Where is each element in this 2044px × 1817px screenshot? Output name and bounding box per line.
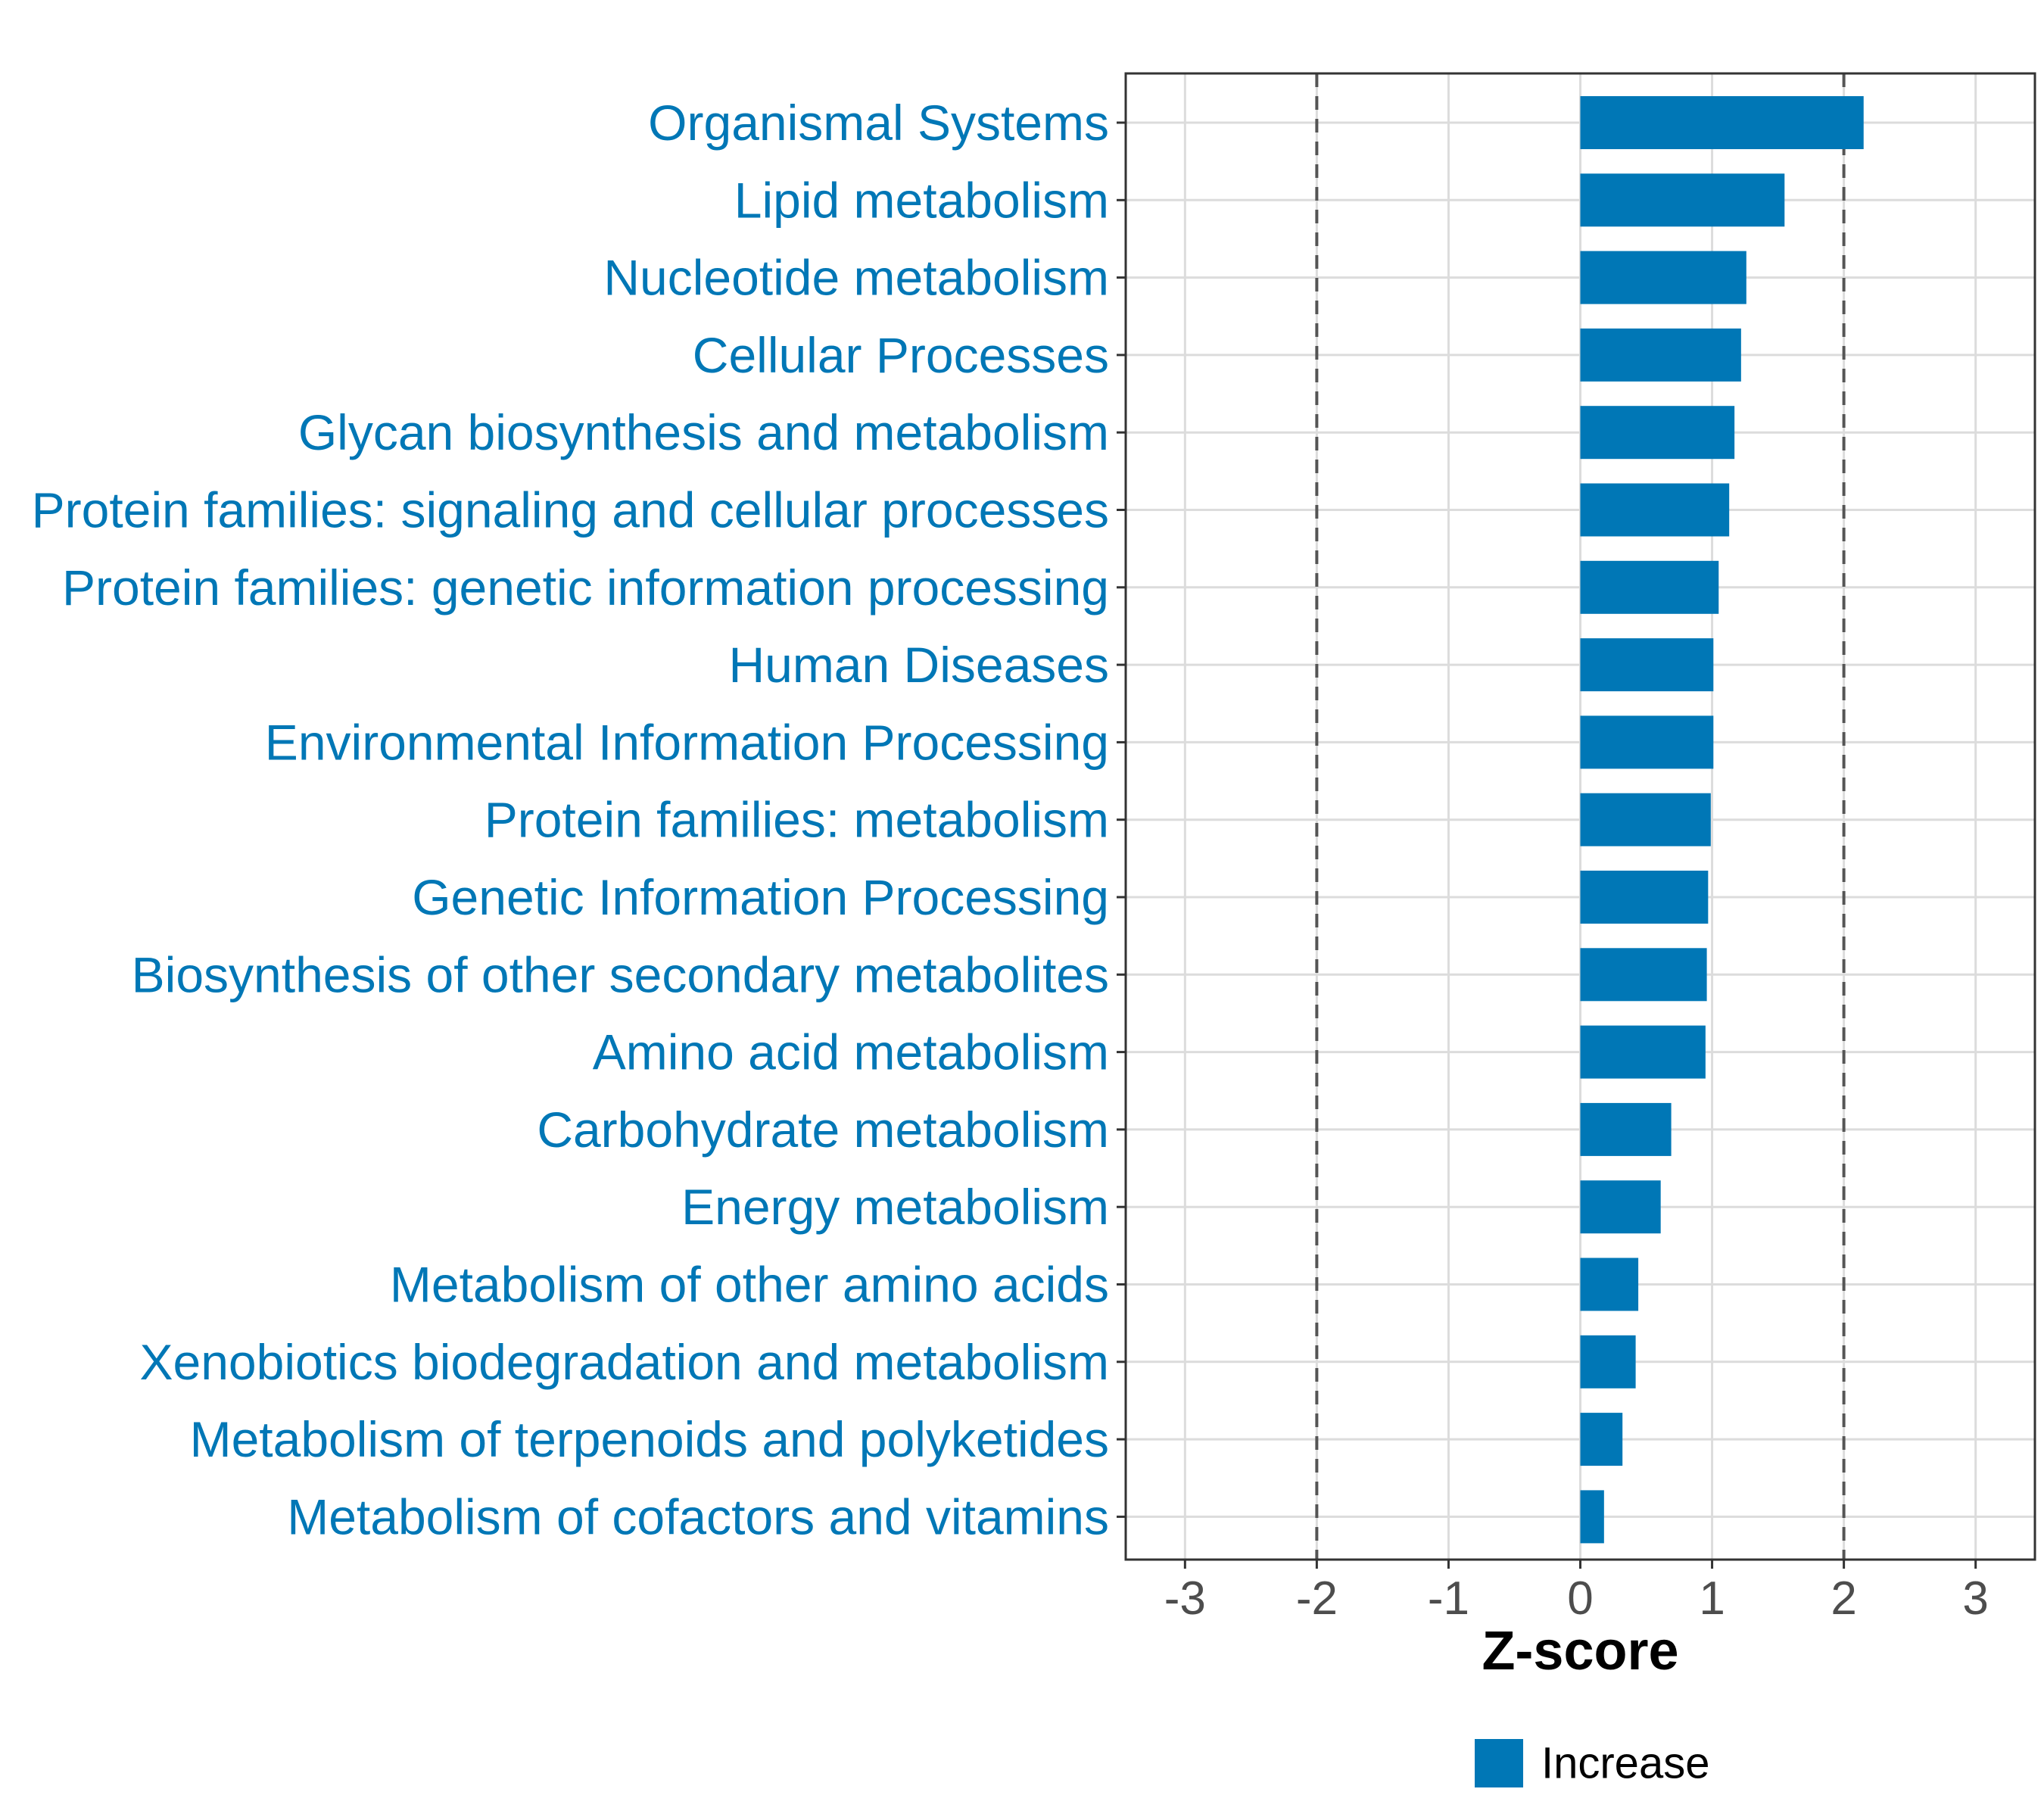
- bar-15: [1580, 1258, 1639, 1311]
- category-label-1: Lipid metabolism: [734, 172, 1109, 228]
- x-axis-tick-labels: -3 -2 -1 0 1 2 3: [1164, 1572, 1989, 1625]
- legend: Increase: [1475, 1739, 1709, 1788]
- x-tick-label-3: 0: [1567, 1572, 1593, 1625]
- bar-5: [1580, 483, 1730, 537]
- bar-1: [1580, 173, 1785, 227]
- category-label-8: Environmental Information Processing: [265, 714, 1109, 770]
- x-tick-label-4: 1: [1699, 1572, 1725, 1625]
- bar-10: [1580, 871, 1709, 924]
- category-label-5: Protein families: signaling and cellular…: [32, 482, 1109, 538]
- category-label-7: Human Diseases: [728, 637, 1109, 693]
- category-label-9: Protein families: metabolism: [485, 792, 1109, 848]
- x-tick-label-6: 3: [1962, 1572, 1988, 1625]
- category-label-17: Metabolism of terpenoids and polyketides: [190, 1411, 1109, 1467]
- category-label-16: Xenobiotics biodegradation and metabolis…: [140, 1334, 1110, 1390]
- x-axis-ticks: [1183, 1560, 1977, 1569]
- bar-11: [1580, 948, 1707, 1002]
- category-label-15: Metabolism of other amino acids: [390, 1257, 1109, 1313]
- y-axis-ticks: [1117, 121, 1126, 1518]
- legend-label-increase: Increase: [1541, 1739, 1709, 1788]
- category-label-18: Metabolism of cofactors and vitamins: [287, 1488, 1109, 1544]
- category-label-0: Organismal Systems: [648, 95, 1109, 151]
- bar-13: [1580, 1102, 1672, 1156]
- bar-17: [1580, 1413, 1623, 1466]
- bar-14: [1580, 1180, 1661, 1234]
- x-tick-label-5: 2: [1831, 1572, 1856, 1625]
- category-label-12: Amino acid metabolism: [593, 1024, 1109, 1080]
- y-axis-category-labels: Organismal Systems Lipid metabolism Nucleo…: [32, 95, 1109, 1544]
- bars: [1580, 96, 1864, 1544]
- bar-16: [1580, 1335, 1636, 1388]
- category-label-10: Genetic Information Processing: [412, 869, 1109, 925]
- legend-swatch-increase: [1475, 1739, 1523, 1787]
- x-tick-label-0: -3: [1164, 1572, 1206, 1625]
- bar-2: [1580, 251, 1746, 304]
- reference-lines: [1315, 73, 1846, 1560]
- x-tick-label-1: -2: [1296, 1572, 1338, 1625]
- category-label-11: Biosynthesis of other secondary metaboli…: [132, 946, 1109, 1002]
- bar-7: [1580, 638, 1714, 692]
- bar-18: [1580, 1490, 1604, 1544]
- bar-3: [1580, 328, 1741, 382]
- x-tick-label-2: -1: [1428, 1572, 1469, 1625]
- category-label-4: Glycan biosynthesis and metabolism: [298, 404, 1109, 460]
- category-label-2: Nucleotide metabolism: [603, 250, 1109, 306]
- category-label-13: Carbohydrate metabolism: [537, 1102, 1109, 1158]
- bar-0: [1580, 96, 1864, 149]
- bar-4: [1580, 406, 1735, 460]
- bar-6: [1580, 560, 1719, 614]
- bar-12: [1580, 1025, 1706, 1079]
- bar-9: [1580, 793, 1711, 846]
- bar-8: [1580, 715, 1714, 769]
- category-label-14: Energy metabolism: [681, 1179, 1109, 1235]
- category-label-3: Cellular Processes: [693, 327, 1109, 383]
- x-axis-title: Z-score: [1482, 1621, 1678, 1681]
- category-label-6: Protein families: genetic information pr…: [62, 559, 1109, 616]
